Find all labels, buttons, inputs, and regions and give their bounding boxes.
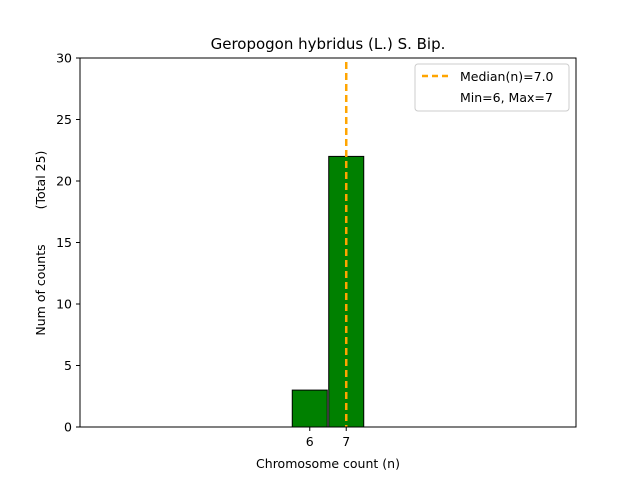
y-tick-label-20: 20 [56,174,72,189]
ticks-group: 0 5 10 15 20 25 30 6 7 [56,51,350,450]
axes-group [79,57,577,428]
legend: Median(n)=7.0 Min=6, Max=7 [414,63,570,112]
bar-6 [291,389,328,428]
plot-frame [79,57,577,428]
x-tick-label-7: 7 [342,434,350,449]
x-axis-label: Chromosome count (n) [256,456,400,471]
legend-median-label: Median(n)=7.0 [460,69,554,84]
y-tick-label-30: 30 [56,51,72,66]
y-axis-total-note: (Total 25) [33,151,48,210]
y-tick-label-25: 25 [56,112,72,127]
bars-group [291,155,365,428]
y-axis-label: Num of counts [33,244,48,335]
x-tick-label-6: 6 [306,434,314,449]
y-tick-label-5: 5 [64,358,72,373]
y-tick-label-15: 15 [56,235,72,250]
legend-frame [414,63,570,112]
y-tick-label-10: 10 [56,297,72,312]
legend-min-max-label: Min=6, Max=7 [460,90,553,105]
y-tick-label-0: 0 [64,420,72,435]
chart-title: Geropogon hybridus (L.) S. Bip. [211,35,446,53]
